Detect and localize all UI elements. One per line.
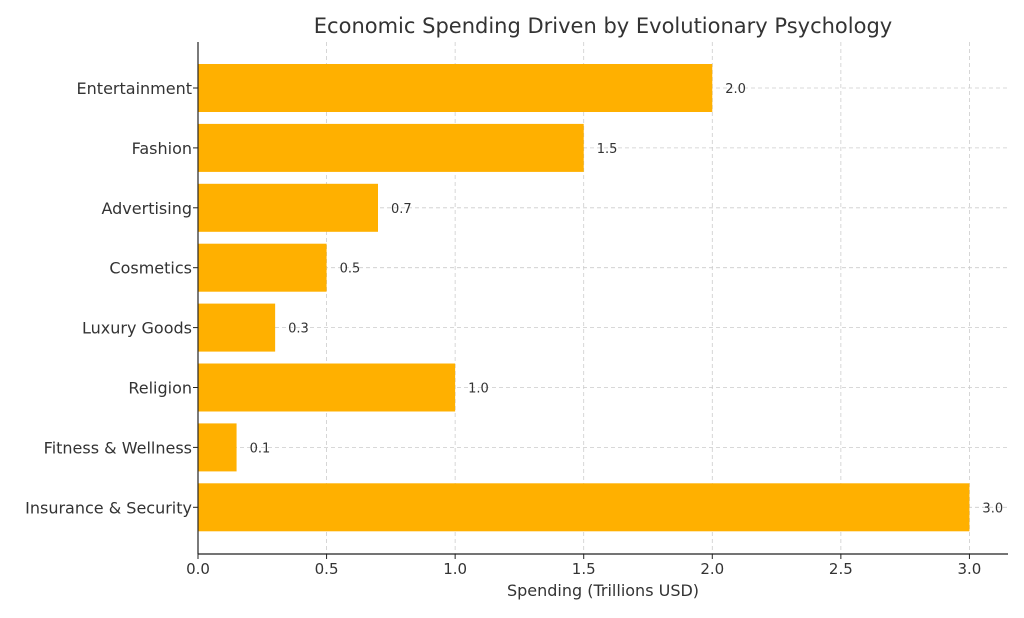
y-tick-label: Insurance & Security	[25, 498, 192, 517]
bar	[198, 183, 378, 232]
x-tick-label: 1.0	[443, 560, 467, 578]
chart-title: Economic Spending Driven by Evolutionary…	[314, 14, 892, 38]
y-tick-label: Fashion	[132, 139, 192, 158]
x-tick-label: 2.5	[829, 560, 853, 578]
y-tick-label: Fitness & Wellness	[44, 438, 192, 457]
data-label: 1.0	[468, 382, 489, 397]
bar	[198, 423, 237, 472]
data-label: 2.0	[725, 82, 746, 97]
data-label: 0.1	[250, 441, 271, 456]
x-tick-label: 0.0	[186, 560, 210, 578]
data-label: 3.0	[982, 501, 1003, 516]
bar	[198, 243, 327, 292]
bar	[198, 303, 276, 352]
data-label: 1.5	[597, 142, 618, 157]
y-tick-label: Luxury Goods	[82, 319, 192, 338]
bar	[198, 123, 584, 172]
data-label: 0.5	[340, 262, 361, 277]
data-label: 0.3	[288, 322, 309, 337]
x-tick-label: 2.0	[700, 560, 724, 578]
bar	[198, 64, 713, 112]
y-tick-label: Advertising	[101, 199, 192, 218]
y-tick-label: Religion	[128, 379, 192, 398]
y-tick-label: Entertainment	[77, 79, 192, 98]
y-tick-label: Cosmetics	[109, 259, 192, 278]
x-tick-label: 1.5	[572, 560, 596, 578]
data-label: 0.7	[391, 202, 412, 217]
x-tick-label: 3.0	[957, 560, 981, 578]
bar	[198, 363, 456, 412]
x-axis-label: Spending (Trillions USD)	[507, 581, 699, 600]
bar	[198, 483, 970, 532]
x-tick-label: 0.5	[315, 560, 339, 578]
